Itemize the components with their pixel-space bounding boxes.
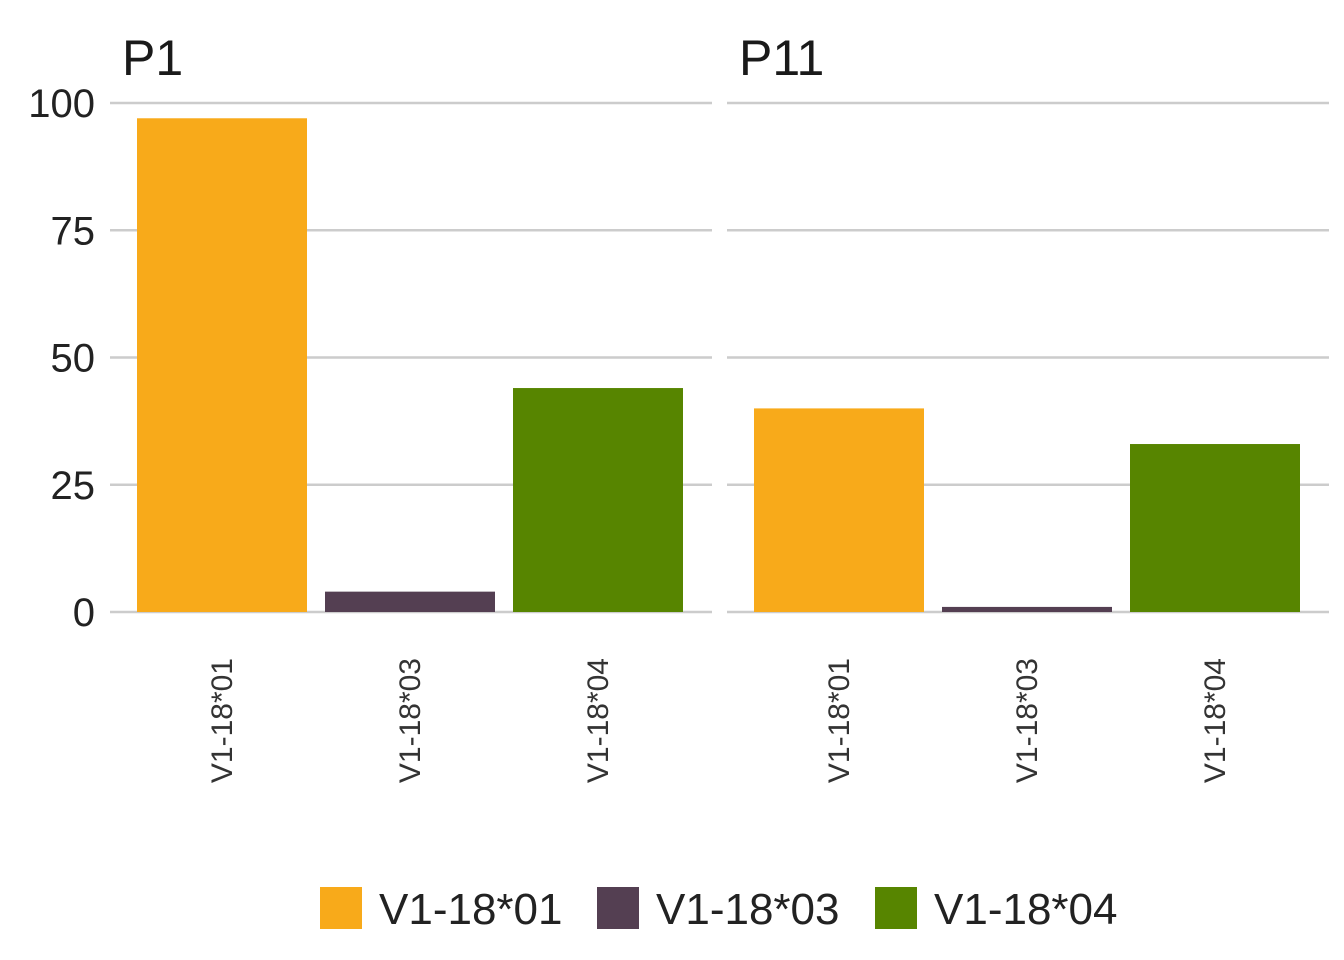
legend-label: V1-18*01 (379, 885, 562, 934)
facet-panel-p1: P1 V1-18*01 V1-18*03 V1-18*04 (110, 30, 712, 783)
y-tick-label: 75 (51, 209, 96, 253)
bar-p1-0 (137, 118, 307, 613)
facet-panels: P1 V1-18*01 V1-18*03 V1-18*04 P11 V1-18*01 V1-… (110, 30, 1329, 783)
legend-item: V1-18*03 (597, 885, 839, 934)
y-tick-label: 100 (28, 82, 95, 126)
bar-p11-0 (754, 408, 924, 612)
legend-swatch (875, 887, 917, 929)
y-tick-label: 0 (73, 591, 95, 635)
legend-label: V1-18*04 (934, 885, 1117, 934)
x-tick-label: V1-18*04 (1199, 658, 1232, 783)
legend-swatch (320, 887, 362, 929)
facet-title: P11 (739, 30, 824, 86)
bar-p11-2 (1130, 444, 1300, 612)
legend-swatch (597, 887, 639, 929)
y-axis: 0 25 50 75 100 (28, 82, 95, 635)
x-tick-label: V1-18*01 (206, 658, 239, 783)
x-tick-label: V1-18*01 (823, 658, 856, 783)
legend-item: V1-18*01 (320, 885, 562, 934)
bar-p1-1 (325, 591, 495, 612)
y-tick-label: 50 (51, 337, 96, 381)
bar-p11-1 (942, 606, 1112, 612)
x-tick-label: V1-18*03 (1011, 658, 1044, 783)
legend-label: V1-18*03 (656, 885, 839, 934)
x-tick-label: V1-18*03 (394, 658, 427, 783)
bar-p1-2 (513, 388, 683, 612)
x-tick-label: V1-18*04 (582, 658, 615, 783)
facet-panel-p11: P11 V1-18*01 V1-18*03 V1-18*04 (727, 30, 1329, 783)
legend-item: V1-18*04 (875, 885, 1117, 934)
y-tick-label: 25 (51, 464, 96, 508)
legend: V1-18*01 V1-18*03 V1-18*04 (320, 885, 1117, 934)
facet-title: P1 (122, 30, 183, 86)
